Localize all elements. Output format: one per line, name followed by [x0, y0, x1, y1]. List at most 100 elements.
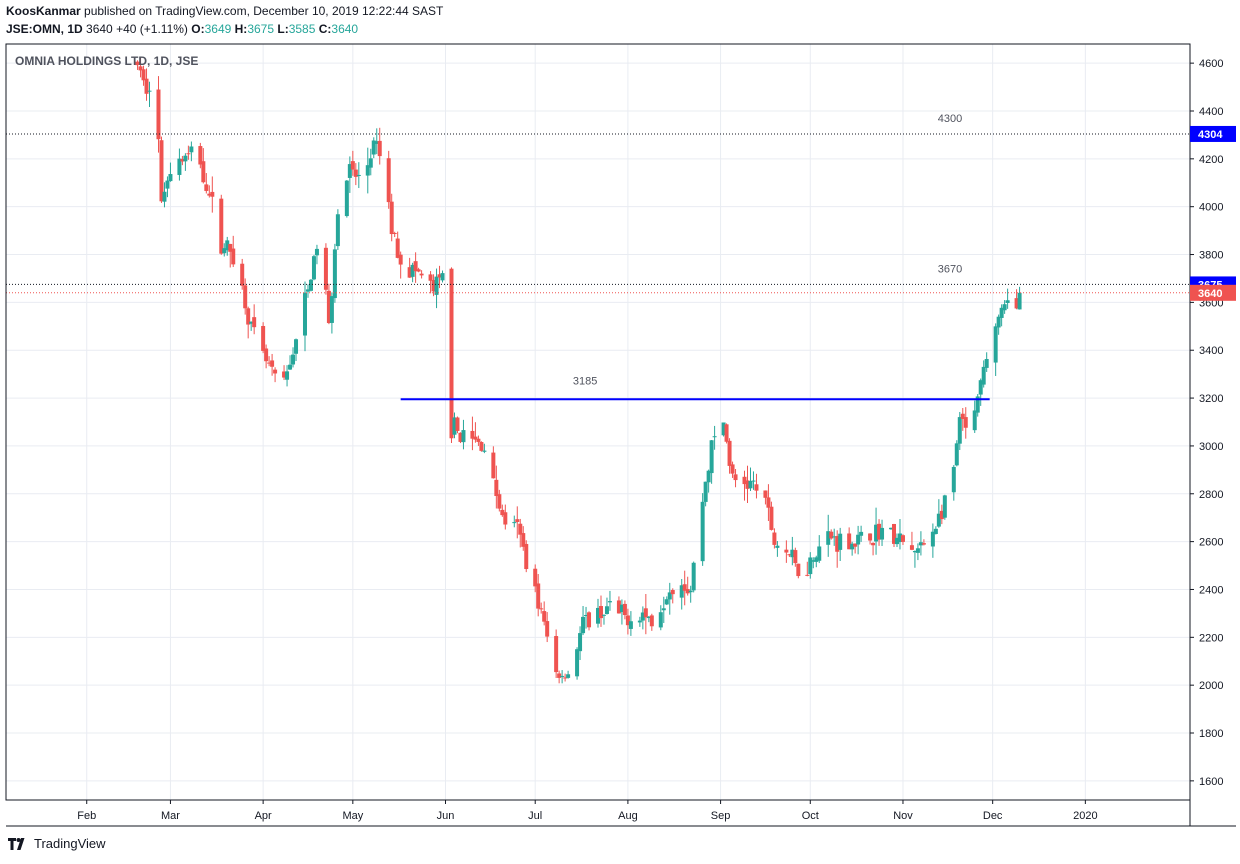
candle-body: [225, 240, 230, 251]
candle-up: [915, 543, 920, 561]
candle-down: [159, 136, 164, 203]
candle-body: [999, 307, 1004, 318]
candle-down: [470, 416, 475, 451]
candle-body: [808, 557, 813, 575]
price-tick-label: 4600: [1199, 58, 1223, 70]
candle-body: [918, 542, 923, 546]
candle-down: [622, 600, 627, 620]
candle-body: [141, 69, 146, 81]
candle-up: [628, 611, 633, 636]
candle-up: [410, 262, 415, 283]
tradingview-footer[interactable]: TradingView: [6, 836, 106, 851]
candle-up: [578, 626, 583, 661]
candle-body: [706, 470, 711, 483]
candle-body: [201, 161, 206, 183]
candle-up: [371, 137, 376, 159]
candle-up: [954, 440, 959, 467]
candle-down: [428, 271, 433, 294]
candle-body: [479, 441, 484, 451]
candle-body: [545, 621, 550, 637]
candle-body: [874, 524, 879, 542]
price-tag-box: [1190, 284, 1236, 301]
high-label: H:: [234, 22, 248, 36]
price-tag-box: [1190, 125, 1236, 142]
candle-body: [518, 523, 523, 535]
candle-body: [524, 543, 529, 570]
candle-body: [1002, 304, 1007, 311]
candle-down: [796, 563, 801, 579]
candle-down: [766, 484, 771, 521]
candle-body: [607, 601, 612, 603]
candle-body: [700, 501, 705, 562]
candle-body: [963, 417, 968, 428]
candle-body: [326, 290, 331, 324]
candle-body: [560, 675, 565, 677]
grid: [6, 44, 1190, 800]
candle-down: [323, 243, 328, 295]
candle-body: [491, 452, 496, 479]
candle-up: [329, 292, 334, 334]
candle-body: [643, 608, 648, 618]
candle-down: [479, 441, 484, 452]
candle-up: [368, 148, 373, 176]
candle-body: [156, 89, 161, 140]
candle-down: [386, 150, 391, 209]
candle-body: [302, 292, 307, 336]
candle-down: [198, 142, 203, 169]
candle-up: [344, 179, 349, 218]
high-value: 3675: [247, 22, 275, 36]
candle-body: [135, 61, 140, 66]
candle-body: [180, 159, 185, 162]
candle-body: [790, 549, 795, 558]
candle-down: [742, 470, 747, 501]
candle-body: [413, 261, 418, 272]
candle-up: [933, 526, 938, 535]
candle-body: [207, 193, 212, 196]
candle-body: [288, 364, 293, 370]
candle-body: [138, 66, 143, 71]
price-axis[interactable]: 1600 1800 2000 2200 2400 2600 2800 3000 3200 3400…: [1190, 58, 1223, 788]
candle-body: [993, 326, 998, 363]
candle-down: [416, 267, 421, 273]
candle-body: [440, 273, 445, 281]
candle-body: [850, 543, 855, 550]
candle-body: [563, 677, 568, 679]
candle-up: [305, 284, 310, 298]
candle-down: [186, 145, 191, 160]
candle-down: [545, 612, 550, 643]
author-name[interactable]: KoosKanmar: [6, 4, 81, 18]
candle-body: [763, 490, 768, 498]
candle-down: [829, 529, 834, 540]
candle-body: [829, 531, 834, 539]
candle-up: [918, 531, 923, 556]
candle-up: [1005, 288, 1010, 309]
candle-body: [222, 248, 227, 254]
candle-body: [249, 321, 254, 324]
time-axis[interactable]: Feb Mar Apr May Jun Jul Aug Sep Oct Nov Dec 2020: [77, 800, 1098, 822]
candle-up: [183, 153, 188, 171]
candle-body: [285, 371, 290, 380]
candle-body: [183, 155, 188, 162]
candle-down: [835, 530, 840, 568]
candle-down: [539, 602, 544, 614]
price-tick-label: 4000: [1199, 202, 1223, 214]
candle-body: [261, 325, 266, 351]
candle-down: [264, 344, 269, 369]
candle-body: [1005, 300, 1010, 303]
candle-up: [440, 270, 445, 283]
candle-down: [649, 613, 654, 631]
candle-body: [374, 141, 379, 144]
candle-body: [853, 543, 858, 547]
candle-body: [231, 248, 236, 265]
candle-down: [763, 490, 768, 505]
candle-body: [503, 512, 508, 525]
candle-body: [730, 464, 735, 474]
candle-body: [733, 474, 738, 481]
candle-body: [646, 616, 651, 619]
candle-up: [700, 493, 705, 566]
candle-down: [398, 251, 403, 279]
candle-down: [228, 243, 233, 268]
candle-up: [691, 561, 696, 593]
candle-down: [515, 506, 520, 539]
